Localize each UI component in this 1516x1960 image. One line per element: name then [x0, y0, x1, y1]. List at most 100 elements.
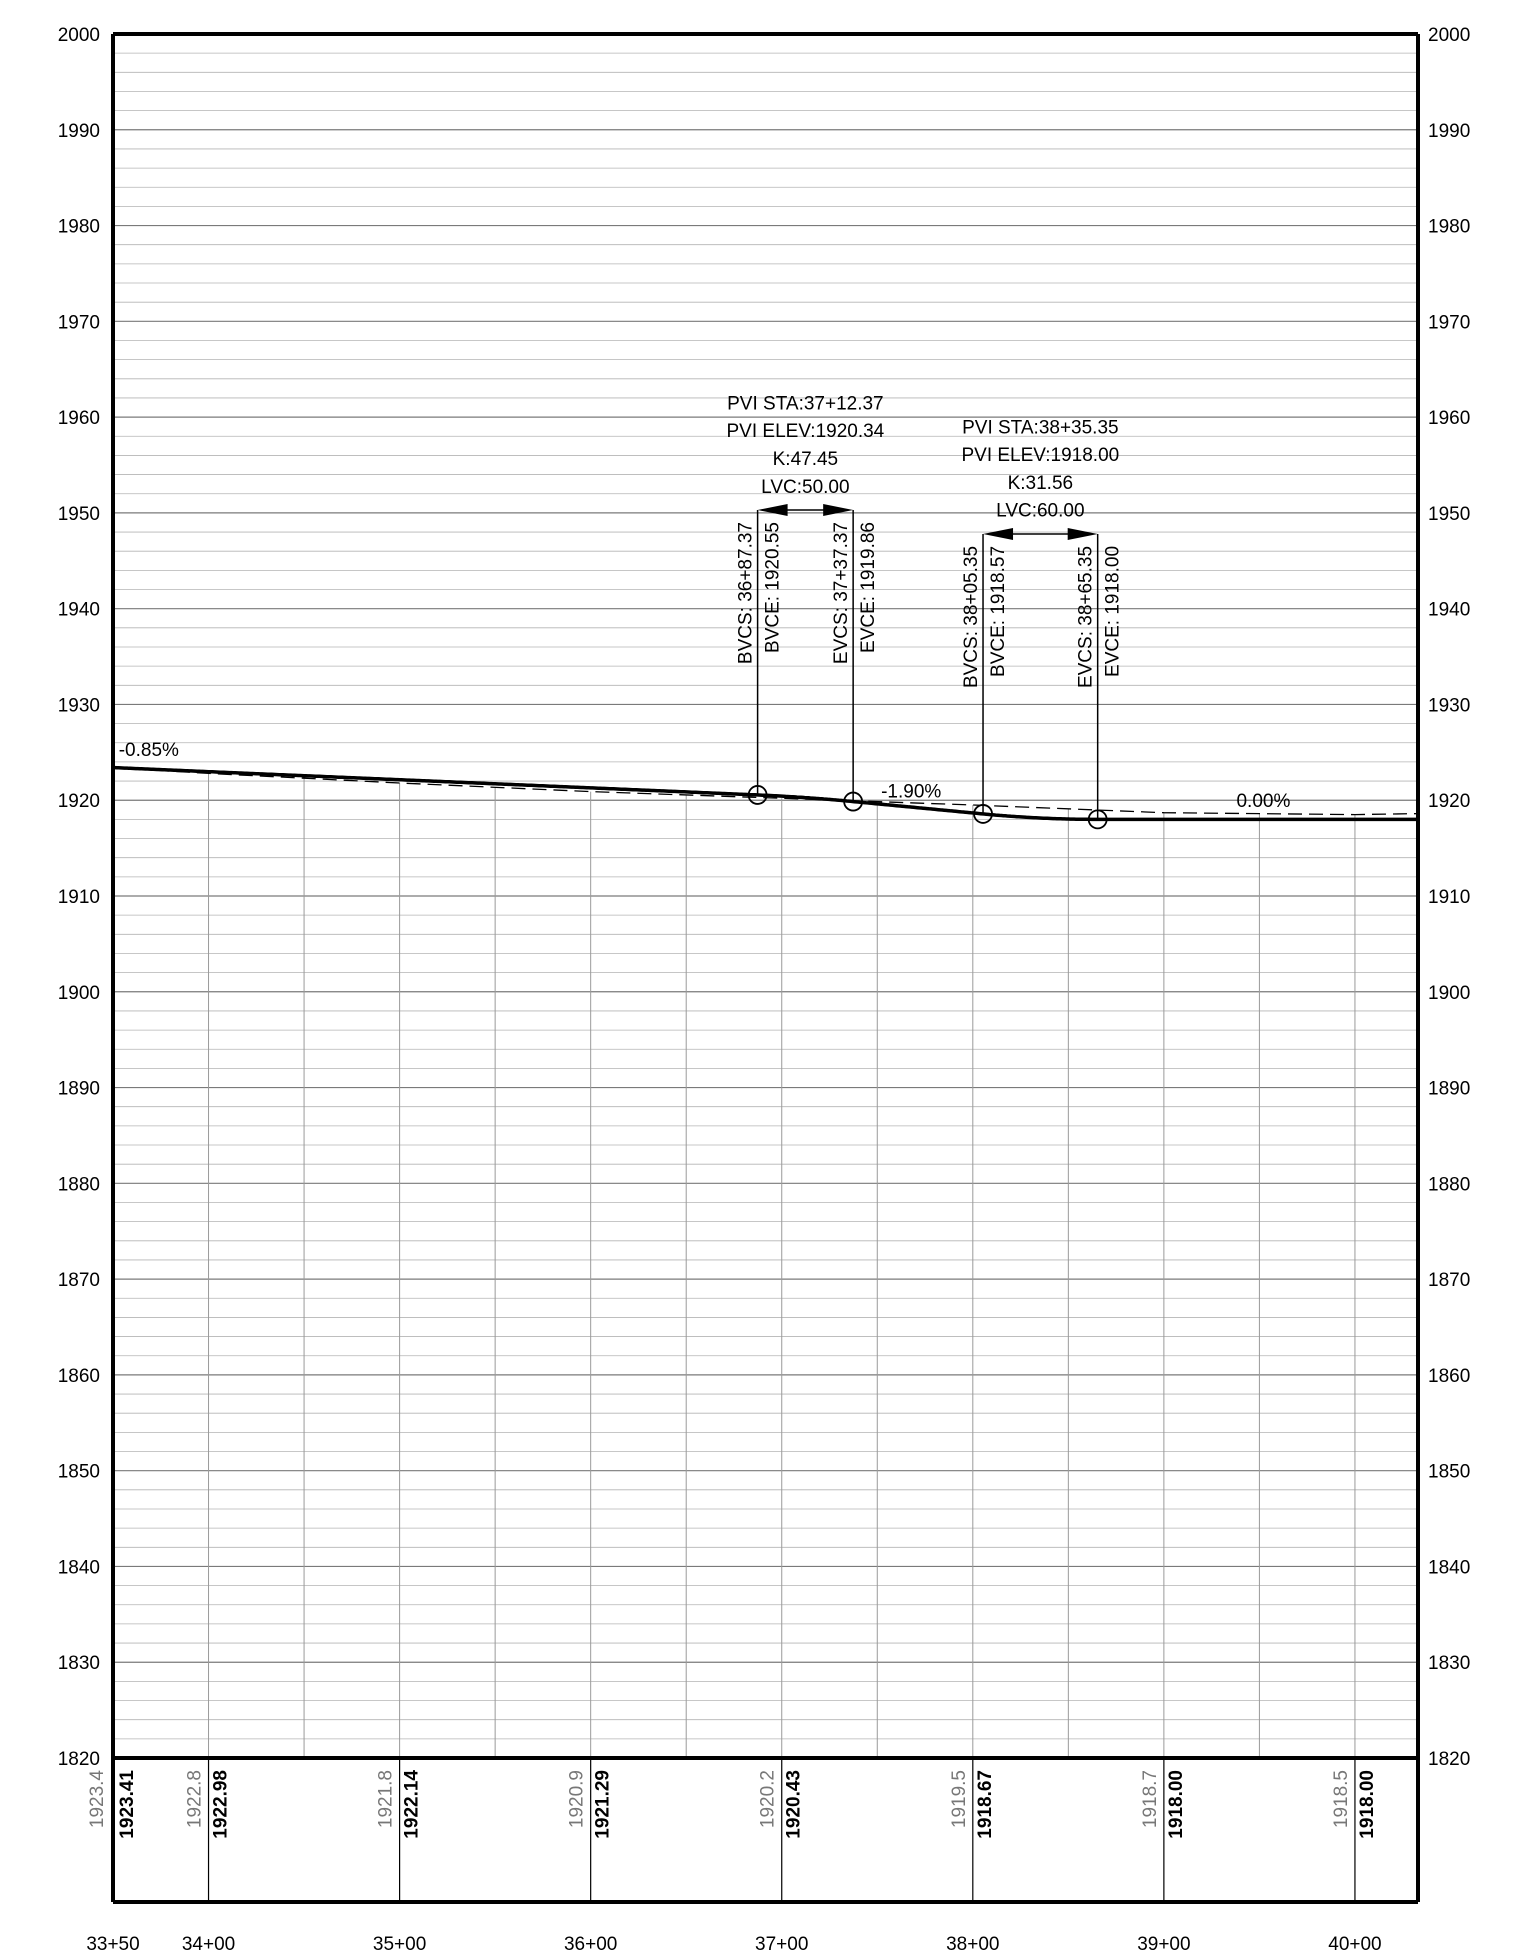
- elevation-label-left: 1970: [58, 312, 100, 333]
- elevation-label-left: 1940: [58, 600, 100, 621]
- pvi-elevation-label: PVI ELEV:1920.34: [727, 421, 885, 442]
- elevation-label-right: 1850: [1428, 1462, 1470, 1483]
- pvi-station-label: PVI STA:37+12.37: [727, 393, 884, 414]
- existing-ground-line: [112, 767, 1419, 816]
- evce-label: EVCE: 1919.86: [858, 522, 879, 653]
- pvi-station-label: PVI STA:38+35.35: [962, 417, 1119, 438]
- evc-point-marker: [1087, 809, 1108, 830]
- station-label: 38+00: [946, 1934, 999, 1955]
- elevation-label-right: 1910: [1428, 887, 1470, 908]
- proposed-elevation-label: 1921.29: [593, 1770, 614, 1839]
- k-value-label: K:47.45: [773, 449, 839, 470]
- frame: [111, 32, 1420, 1904]
- elevation-label-left: 1930: [58, 695, 100, 716]
- elevation-label-right: 1920: [1428, 791, 1470, 812]
- elevation-label-left: 1990: [58, 121, 100, 142]
- proposed-elevation-label: 1920.43: [784, 1770, 805, 1839]
- elevation-label-right: 1900: [1428, 983, 1470, 1004]
- elevation-label-right: 2000: [1428, 25, 1470, 46]
- elevation-label-right: 1970: [1428, 312, 1470, 333]
- elevation-label-left: 1860: [58, 1366, 100, 1387]
- grid-lines: [113, 52, 1418, 1758]
- elevation-label-right: 1820: [1428, 1749, 1470, 1770]
- station-label: 33+50: [86, 1934, 139, 1955]
- elevation-label-right: 1940: [1428, 600, 1470, 621]
- lvc-label: LVC:60.00: [996, 501, 1084, 522]
- proposed-elevation-label: 1922.98: [211, 1770, 232, 1839]
- k-value-label: K:31.56: [1008, 473, 1074, 494]
- bvcs-label: BVCS: 36+87.37: [736, 522, 757, 664]
- bvcs-label: BVCS: 38+05.35: [961, 546, 982, 688]
- bvc-point-marker: [973, 804, 993, 824]
- elevation-label-right: 1950: [1428, 504, 1470, 525]
- elevation-label-left: 1910: [58, 887, 100, 908]
- proposed-elevation-label: 1918.67: [975, 1770, 996, 1839]
- grade-label: -1.90%: [881, 781, 941, 802]
- existing-elevation-label: 1919.5: [949, 1770, 970, 1828]
- elevation-label-left: 1900: [58, 983, 100, 1004]
- lvc-label: LVC:50.00: [761, 477, 849, 498]
- elevation-label-left: 1920: [58, 791, 100, 812]
- proposed-elevation-label: 1918.00: [1166, 1770, 1187, 1839]
- profile-lines: [112, 765, 1419, 822]
- pvi-elevation-label: PVI ELEV:1918.00: [961, 445, 1119, 466]
- elevation-label-right: 1890: [1428, 1079, 1470, 1100]
- existing-elevation-label: 1918.5: [1331, 1770, 1352, 1828]
- evcs-label: EVCS: 38+65.35: [1076, 546, 1097, 688]
- elevation-label-right: 1860: [1428, 1366, 1470, 1387]
- elevation-label-right: 1870: [1428, 1270, 1470, 1291]
- elevation-label-right: 1990: [1428, 121, 1470, 142]
- elevation-label-left: 1980: [58, 217, 100, 238]
- existing-elevation-label: 1922.8: [185, 1770, 206, 1828]
- existing-elevation-label: 1920.2: [758, 1770, 779, 1828]
- elevation-label-right: 1840: [1428, 1557, 1470, 1578]
- arrowhead-left-icon: [757, 504, 788, 517]
- evc-point-marker: [843, 791, 864, 812]
- elevation-label-left: 1840: [58, 1557, 100, 1578]
- elevation-label-left: 1880: [58, 1174, 100, 1195]
- grade-label: -0.85%: [119, 740, 179, 761]
- elevation-label-left: 2000: [58, 25, 100, 46]
- arrowhead-right-icon: [1067, 527, 1098, 540]
- arrowhead-left-icon: [983, 527, 1014, 540]
- station-label: 40+00: [1328, 1934, 1381, 1955]
- existing-elevation-label: 1920.9: [567, 1770, 588, 1828]
- elevation-label-left: 1870: [58, 1270, 100, 1291]
- existing-elevation-label: 1923.4: [87, 1770, 108, 1829]
- station-label: 35+00: [373, 1934, 426, 1955]
- proposed-profile-line: [113, 765, 1418, 822]
- proposed-elevation-label: 1923.41: [117, 1770, 138, 1839]
- proposed-elevation-label: 1922.14: [402, 1770, 423, 1839]
- station-label: 34+00: [182, 1934, 235, 1955]
- elevation-label-right: 1960: [1428, 408, 1470, 429]
- elevation-label-left: 1820: [58, 1749, 100, 1770]
- bvce-label: BVCE: 1918.57: [988, 546, 1009, 677]
- elevation-label-right: 1930: [1428, 695, 1470, 716]
- elevation-axis-labels: 1820 1820 1830 1830 1840 1840 1850 1850 1860 1860…: [58, 25, 1471, 1770]
- vertical-curves: PVI STA:37+12.37 PVI ELEV:1920.34 K:47.45 L…: [727, 393, 1124, 830]
- evcs-label: EVCS: 37+37.37: [831, 522, 852, 664]
- evce-label: EVCE: 1918.00: [1103, 546, 1124, 677]
- elevation-label-left: 1950: [58, 504, 100, 525]
- grade-labels: -0.85% -1.90% 0.00%: [119, 740, 1291, 812]
- elevation-label-right: 1830: [1428, 1653, 1470, 1674]
- elevation-label-left: 1960: [58, 408, 100, 429]
- bvce-label: BVCE: 1920.55: [763, 522, 784, 653]
- bvc-point-marker: [747, 785, 768, 805]
- grade-label: 0.00%: [1236, 791, 1290, 812]
- existing-elevation-label: 1921.8: [376, 1770, 397, 1828]
- existing-elevation-label: 1918.7: [1140, 1770, 1161, 1828]
- elevation-label-right: 1980: [1428, 217, 1470, 238]
- station-label: 36+00: [564, 1934, 617, 1955]
- elevation-label-right: 1880: [1428, 1174, 1470, 1195]
- elevation-band: 1923.4 1923.41 1922.8 1922.98 1921.8 1922.14 1…: [87, 1758, 1378, 1902]
- station-label: 37+00: [755, 1934, 808, 1955]
- elevation-label-left: 1890: [58, 1079, 100, 1100]
- elevation-label-left: 1850: [58, 1462, 100, 1483]
- station-label: 39+00: [1137, 1934, 1190, 1955]
- arrowhead-right-icon: [823, 504, 854, 517]
- station-axis-labels: 33+50 34+00 35+00 36+00 37+00 38+00 39+00 40+00: [86, 1934, 1381, 1955]
- proposed-elevation-label: 1918.00: [1357, 1770, 1378, 1839]
- elevation-label-left: 1830: [58, 1653, 100, 1674]
